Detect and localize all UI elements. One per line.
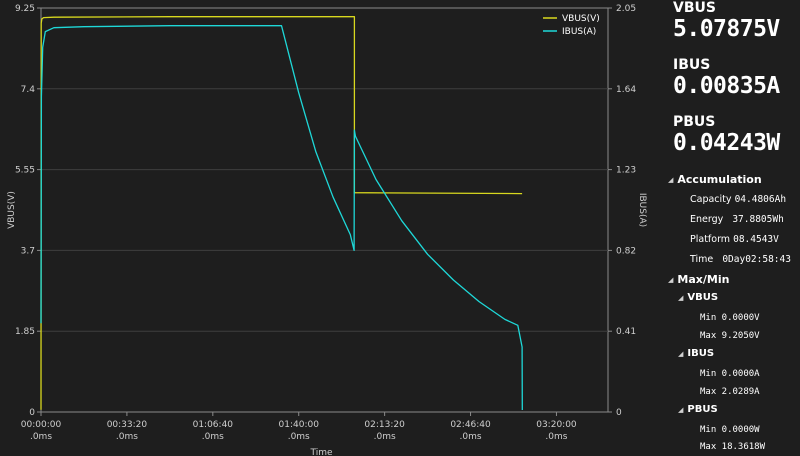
left-tick-label: 7.4 [21, 85, 36, 95]
time-value: 0Day02:58:43 [722, 254, 791, 265]
maxmin-title: Max/Min [677, 273, 730, 286]
x-tick-label: 01:40:00 [279, 420, 320, 430]
chart-area[interactable]: 9.25 2.05 7.4 1.64 5.55 1.23 3.7 0.82 1.85 0.41 0 0… [0, 0, 660, 456]
left-tick-label: 1.85 [15, 327, 35, 337]
right-tick-label: 1.23 [616, 166, 636, 176]
vbus-label: VBUS [673, 0, 716, 16]
left-tick-label: 0 [29, 408, 35, 418]
maxmin-ibus-title: IBUS [687, 348, 715, 359]
x-tick-sublabel: .0ms [202, 432, 224, 442]
maxmin-pbus-header[interactable]: ◢ PBUS [678, 404, 718, 415]
ibus-max: Max 2.0289A [700, 387, 760, 397]
right-tick-label: 0.41 [616, 327, 636, 337]
collapse-triangle-icon: ◢ [668, 275, 674, 284]
right-tick-label: 0 [616, 408, 622, 418]
vbus-value: 5.07875V [673, 16, 780, 42]
vbus-max: Max 9.2050V [700, 331, 760, 341]
capacity-value: 04.4806Ah [734, 194, 787, 205]
maxmin-ibus-header[interactable]: ◢ IBUS [678, 348, 714, 359]
left-tick-label: 5.55 [15, 166, 35, 176]
x-tick-label: 02:13:20 [364, 420, 405, 430]
plot-frame [40, 7, 609, 413]
left-tick-label: 3.7 [21, 246, 35, 256]
energy-row: Energy 37.8805Wh [690, 214, 784, 225]
time-label: Time [690, 254, 714, 265]
platform-row: Platform 08.4543V [690, 234, 779, 245]
maxmin-pbus-title: PBUS [687, 404, 718, 415]
x-tick-sublabel: .0ms [545, 432, 567, 442]
maxmin-vbus-header[interactable]: ◢ VBUS [678, 292, 718, 303]
time-row: Time 0Day02:58:43 [690, 254, 791, 265]
capacity-row: Capacity 04.4806Ah [690, 194, 786, 205]
pbus-min: Min 0.0000W [700, 425, 760, 435]
accumulation-title: Accumulation [677, 173, 762, 186]
maxmin-section-header[interactable]: ◢ Max/Min [668, 273, 729, 286]
left-axis-title: VBUS(V) [7, 191, 17, 229]
ibus-label: IBUS [673, 57, 711, 73]
energy-value: 37.8805Wh [732, 214, 784, 225]
pbus-max: Max 18.3618W [700, 442, 766, 452]
ibus-value: 0.00835A [673, 73, 780, 99]
x-tick-label: 02:46:40 [450, 420, 491, 430]
collapse-triangle-icon: ◢ [678, 405, 684, 414]
right-axis-title: IBUS(A) [637, 193, 647, 227]
legend-entry: VBUS(V) [562, 14, 600, 24]
platform-label: Platform [690, 234, 731, 245]
collapse-triangle-icon: ◢ [678, 293, 684, 302]
platform-value: 08.4543V [733, 234, 779, 245]
right-tick-label: 0.82 [616, 246, 636, 256]
chart-svg[interactable]: 9.25 2.057.4 1.645.55 1.233.7 0.821.85 0.410 0… [0, 0, 660, 456]
right-tick-label: 1.64 [616, 85, 636, 95]
accumulation-section-header[interactable]: ◢ Accumulation [668, 173, 762, 186]
x-tick-sublabel: .0ms [460, 432, 482, 442]
x-tick-sublabel: .0ms [288, 432, 310, 442]
legend-entry: IBUS(A) [562, 27, 596, 37]
x-tick-label: 00:33:20 [107, 420, 148, 430]
x-tick-label: 01:06:40 [193, 420, 234, 430]
vbus-min: Min 0.0000V [700, 313, 760, 323]
pbus-label: PBUS [673, 114, 716, 130]
left-tick-label: 9.25 [15, 4, 35, 14]
series-line-vbus-v [40, 16, 523, 410]
readout-panel: VBUS 5.07875V IBUS 0.00835A PBUS 0.04243… [664, 0, 800, 456]
x-tick-sublabel: .0ms [30, 432, 52, 442]
pbus-value: 0.04243W [673, 130, 780, 156]
capacity-label: Capacity [690, 194, 732, 205]
x-tick-label: 03:20:00 [536, 420, 577, 430]
series-line-ibus-a [40, 25, 523, 411]
maxmin-vbus-title: VBUS [687, 292, 719, 303]
energy-label: Energy [690, 214, 724, 225]
collapse-triangle-icon: ◢ [678, 349, 684, 358]
x-tick-sublabel: .0ms [116, 432, 138, 442]
x-tick-label: 00:00:00 [21, 420, 62, 430]
ibus-min: Min 0.0000A [700, 369, 760, 379]
collapse-triangle-icon: ◢ [668, 175, 674, 184]
x-axis-title: Time [309, 448, 332, 456]
right-tick-label: 2.05 [616, 4, 636, 14]
x-tick-sublabel: .0ms [374, 432, 396, 442]
